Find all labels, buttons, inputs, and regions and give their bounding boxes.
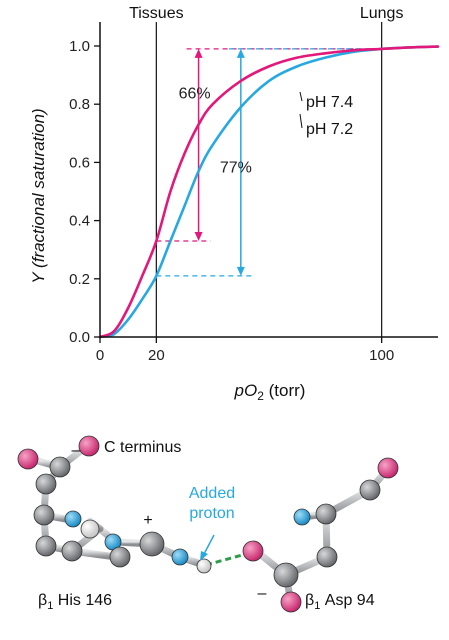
series-label-ph-7.2: pH 7.2 [306, 121, 353, 138]
carbon-atom [273, 562, 299, 588]
carbon-atom [139, 531, 165, 557]
marker-label-lungs: Lungs [360, 5, 404, 22]
added-proton-atom [196, 558, 212, 574]
y-tick-label: 0.0 [69, 329, 90, 346]
hydrogen-atom [80, 519, 100, 539]
minus-charge-top: – [72, 442, 81, 459]
series-leader-ph-7.2 [299, 113, 303, 129]
salt-bridge-structure: – C terminus + Added proton – β1 His 146… [17, 435, 399, 613]
series-leader-ph-7.4 [299, 91, 303, 102]
marker-label-tissues: Tissues [129, 5, 184, 22]
oxygen-atom [78, 435, 100, 457]
nitrogen-atom [171, 548, 189, 566]
nitrogen-atom [64, 510, 82, 528]
y-tick-label: 0.6 [69, 154, 90, 171]
annotation-label-66: 66% [179, 85, 211, 102]
y-tick-label: 0.4 [69, 213, 90, 230]
asp-atoms [242, 457, 399, 613]
annotation-arrow-head-down [236, 266, 245, 276]
oxygen-atom [242, 540, 264, 562]
minus-charge-bottom: – [258, 585, 267, 602]
series-line-ph-7.4 [98, 45, 440, 339]
added-proton-label-line2: proton [189, 505, 234, 522]
annotation-arrow-head-up [194, 48, 203, 58]
x-tick-label: 0 [96, 347, 104, 364]
carbon-atom [316, 546, 338, 568]
proton-pointer-head [200, 551, 208, 561]
carbon-atom [359, 479, 381, 501]
series-label-ph-7.4: pH 7.4 [306, 94, 353, 111]
his-atoms [17, 435, 212, 574]
tick-labels: 0.0 0.2 0.4 0.6 0.8 1.0 0 20 100 [69, 38, 394, 364]
x-tick-label: 20 [148, 347, 165, 364]
his-residue-label: β1 His 146 [38, 592, 112, 612]
carbon-atom [35, 535, 57, 557]
asp-residue-label: β1 Asp 94 [305, 592, 375, 612]
y-axis-title: Y (fractional saturation) [29, 108, 48, 283]
carbon-atom [315, 503, 337, 525]
y-tick-label: 1.0 [69, 38, 90, 55]
c-terminus-label: C terminus [104, 439, 181, 456]
plus-charge: + [143, 512, 152, 529]
carbon-atom [33, 504, 55, 526]
added-proton-label-line1: Added [189, 485, 235, 502]
annotation-arrow-head-down [194, 231, 203, 241]
carbon-atom [49, 456, 71, 478]
carbon-atom [35, 473, 57, 495]
carbon-atom [109, 546, 131, 568]
series-layer: pH 7.4 pH 7.2 [98, 45, 440, 339]
y-tick-label: 0.8 [69, 96, 90, 113]
x-axis-title: pO2 (torr) [234, 381, 306, 403]
oxygen-atom [17, 448, 39, 470]
annotation-arrow-head-up [236, 48, 245, 58]
nitrogen-atom [293, 508, 311, 526]
annotation-label-77: 77% [220, 160, 252, 177]
carbon-atom [61, 540, 83, 562]
oxygen-atom [377, 457, 399, 479]
x-tick-label: 100 [369, 347, 394, 364]
series-line-ph-7.2 [98, 45, 440, 339]
proton-pointer [202, 534, 215, 557]
y-tick-label: 0.2 [69, 271, 90, 288]
marker-lines: Tissues Lungs [129, 5, 403, 337]
annotation-layer: 66% 77% [156, 48, 382, 277]
oxygen-atom [280, 591, 302, 613]
oxygen-binding-chart: Tissues Lungs 66%77% pH 7.4pH 7.2 0.00.20… [29, 5, 440, 403]
axes [94, 22, 438, 343]
